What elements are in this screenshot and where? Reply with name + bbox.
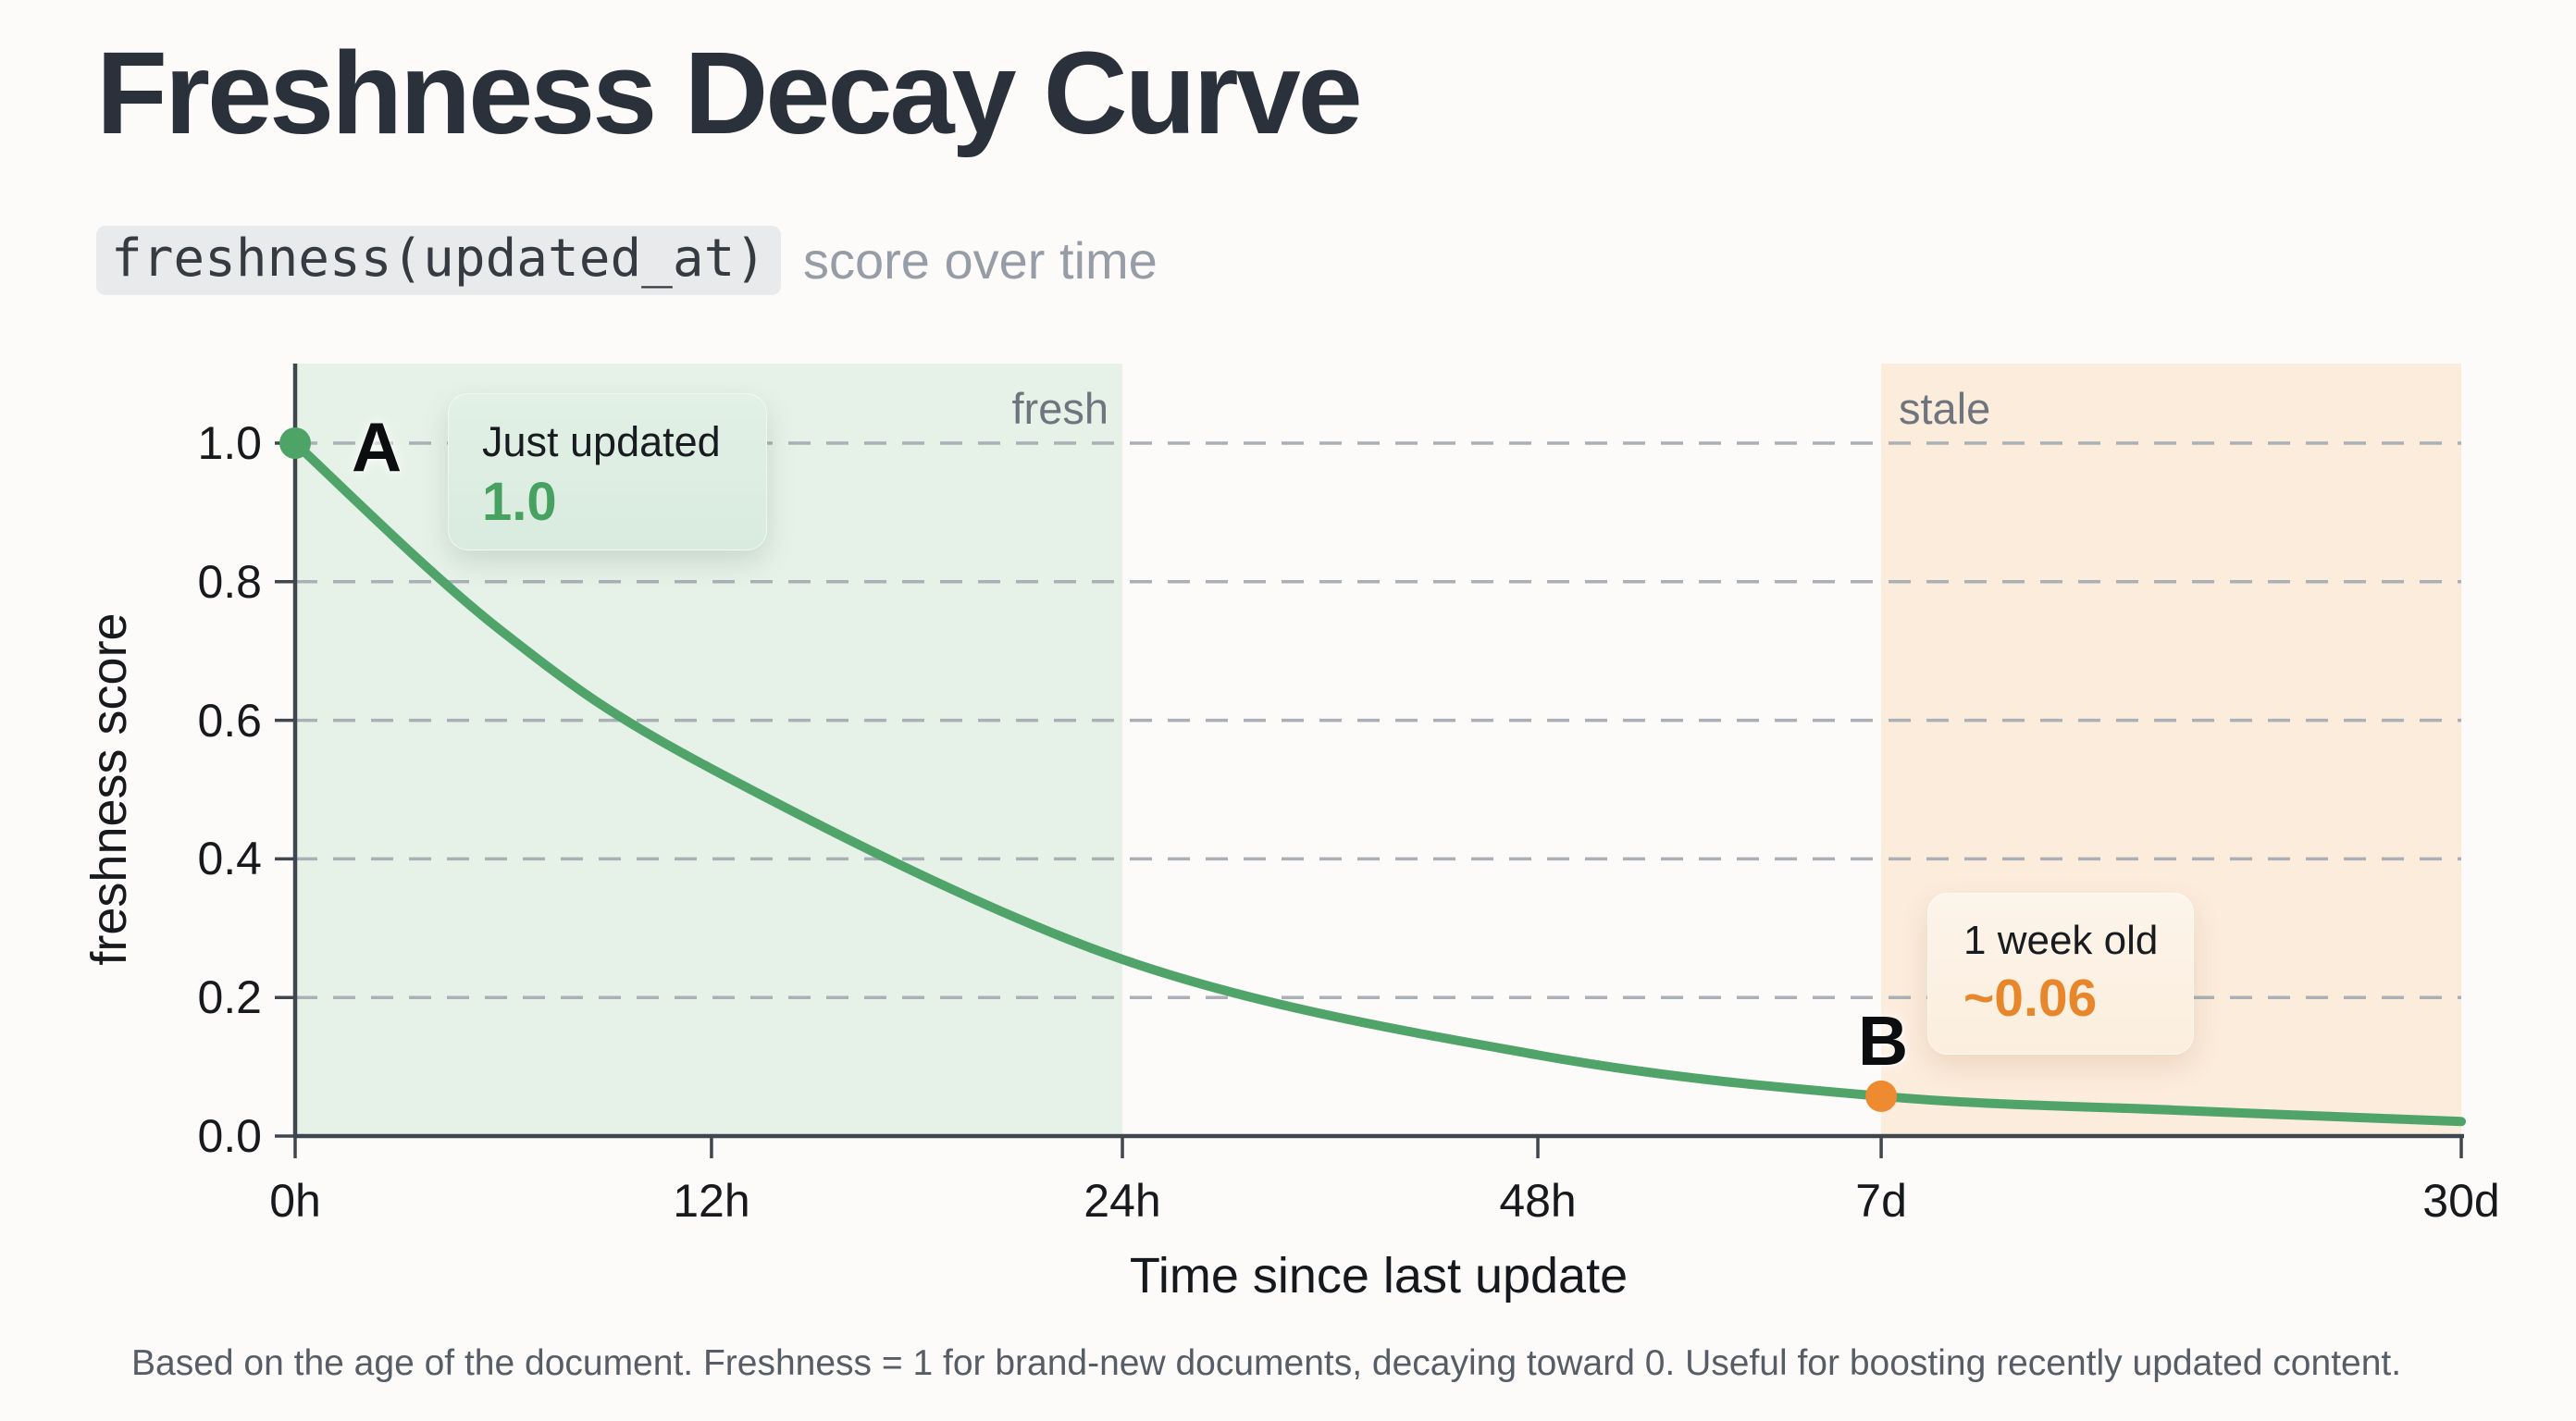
callout-b-value: ~0.06 (1963, 968, 2098, 1028)
callout-just-updated: Just updated 1.0 (448, 393, 767, 550)
x-tick-label-12h: 12h (673, 1175, 750, 1227)
subtitle-code-chip: freshness(updated_at) (96, 226, 782, 295)
y-tick-label-0.6: 0.6 (197, 694, 262, 747)
y-tick-label-0.4: 0.4 (197, 833, 262, 885)
page-title: Freshness Decay Curve (96, 28, 1363, 158)
y-tick-label-0.2: 0.2 (197, 971, 262, 1024)
x-tick-label-7d: 7d (1855, 1175, 1907, 1227)
decay-curve-group (291, 439, 2466, 1127)
data-point-dots (279, 427, 1898, 1112)
callout-b-title: 1 week old (1963, 918, 2159, 963)
x-axis-title: Time since last update (1129, 1248, 1629, 1304)
callout-a-title: Just updated (482, 418, 721, 465)
x-tick-label-0h: 0h (269, 1175, 321, 1227)
y-tick-label-1.0: 1.0 (197, 417, 262, 469)
point-a-letter: A (352, 408, 402, 486)
point-a-dot (279, 427, 311, 459)
footer-note: Based on the age of the document. Freshn… (131, 1343, 2402, 1383)
point-b-dot (1865, 1080, 1898, 1112)
y-axis-title: freshness score (81, 612, 137, 966)
x-tick-label-48h: 48h (1499, 1175, 1577, 1227)
y-tick-label-0.8: 0.8 (197, 555, 262, 608)
stale-region-label: stale (1899, 384, 1991, 433)
x-tick-label-24h: 24h (1084, 1175, 1161, 1227)
subtitle: freshness(updated_at) score over time (96, 226, 1158, 295)
callout-a-value: 1.0 (482, 471, 557, 532)
subtitle-text: score over time (803, 231, 1158, 290)
callout-one-week-old: 1 week old ~0.06 (1927, 893, 2194, 1055)
y-tick-label-0.0: 0.0 (197, 1110, 262, 1162)
x-tick-label-30d: 30d (2422, 1175, 2500, 1227)
fresh-region-label: fresh (1011, 384, 1109, 433)
point-b-letter: B (1858, 1002, 1909, 1080)
decay-curve (291, 439, 2466, 1127)
